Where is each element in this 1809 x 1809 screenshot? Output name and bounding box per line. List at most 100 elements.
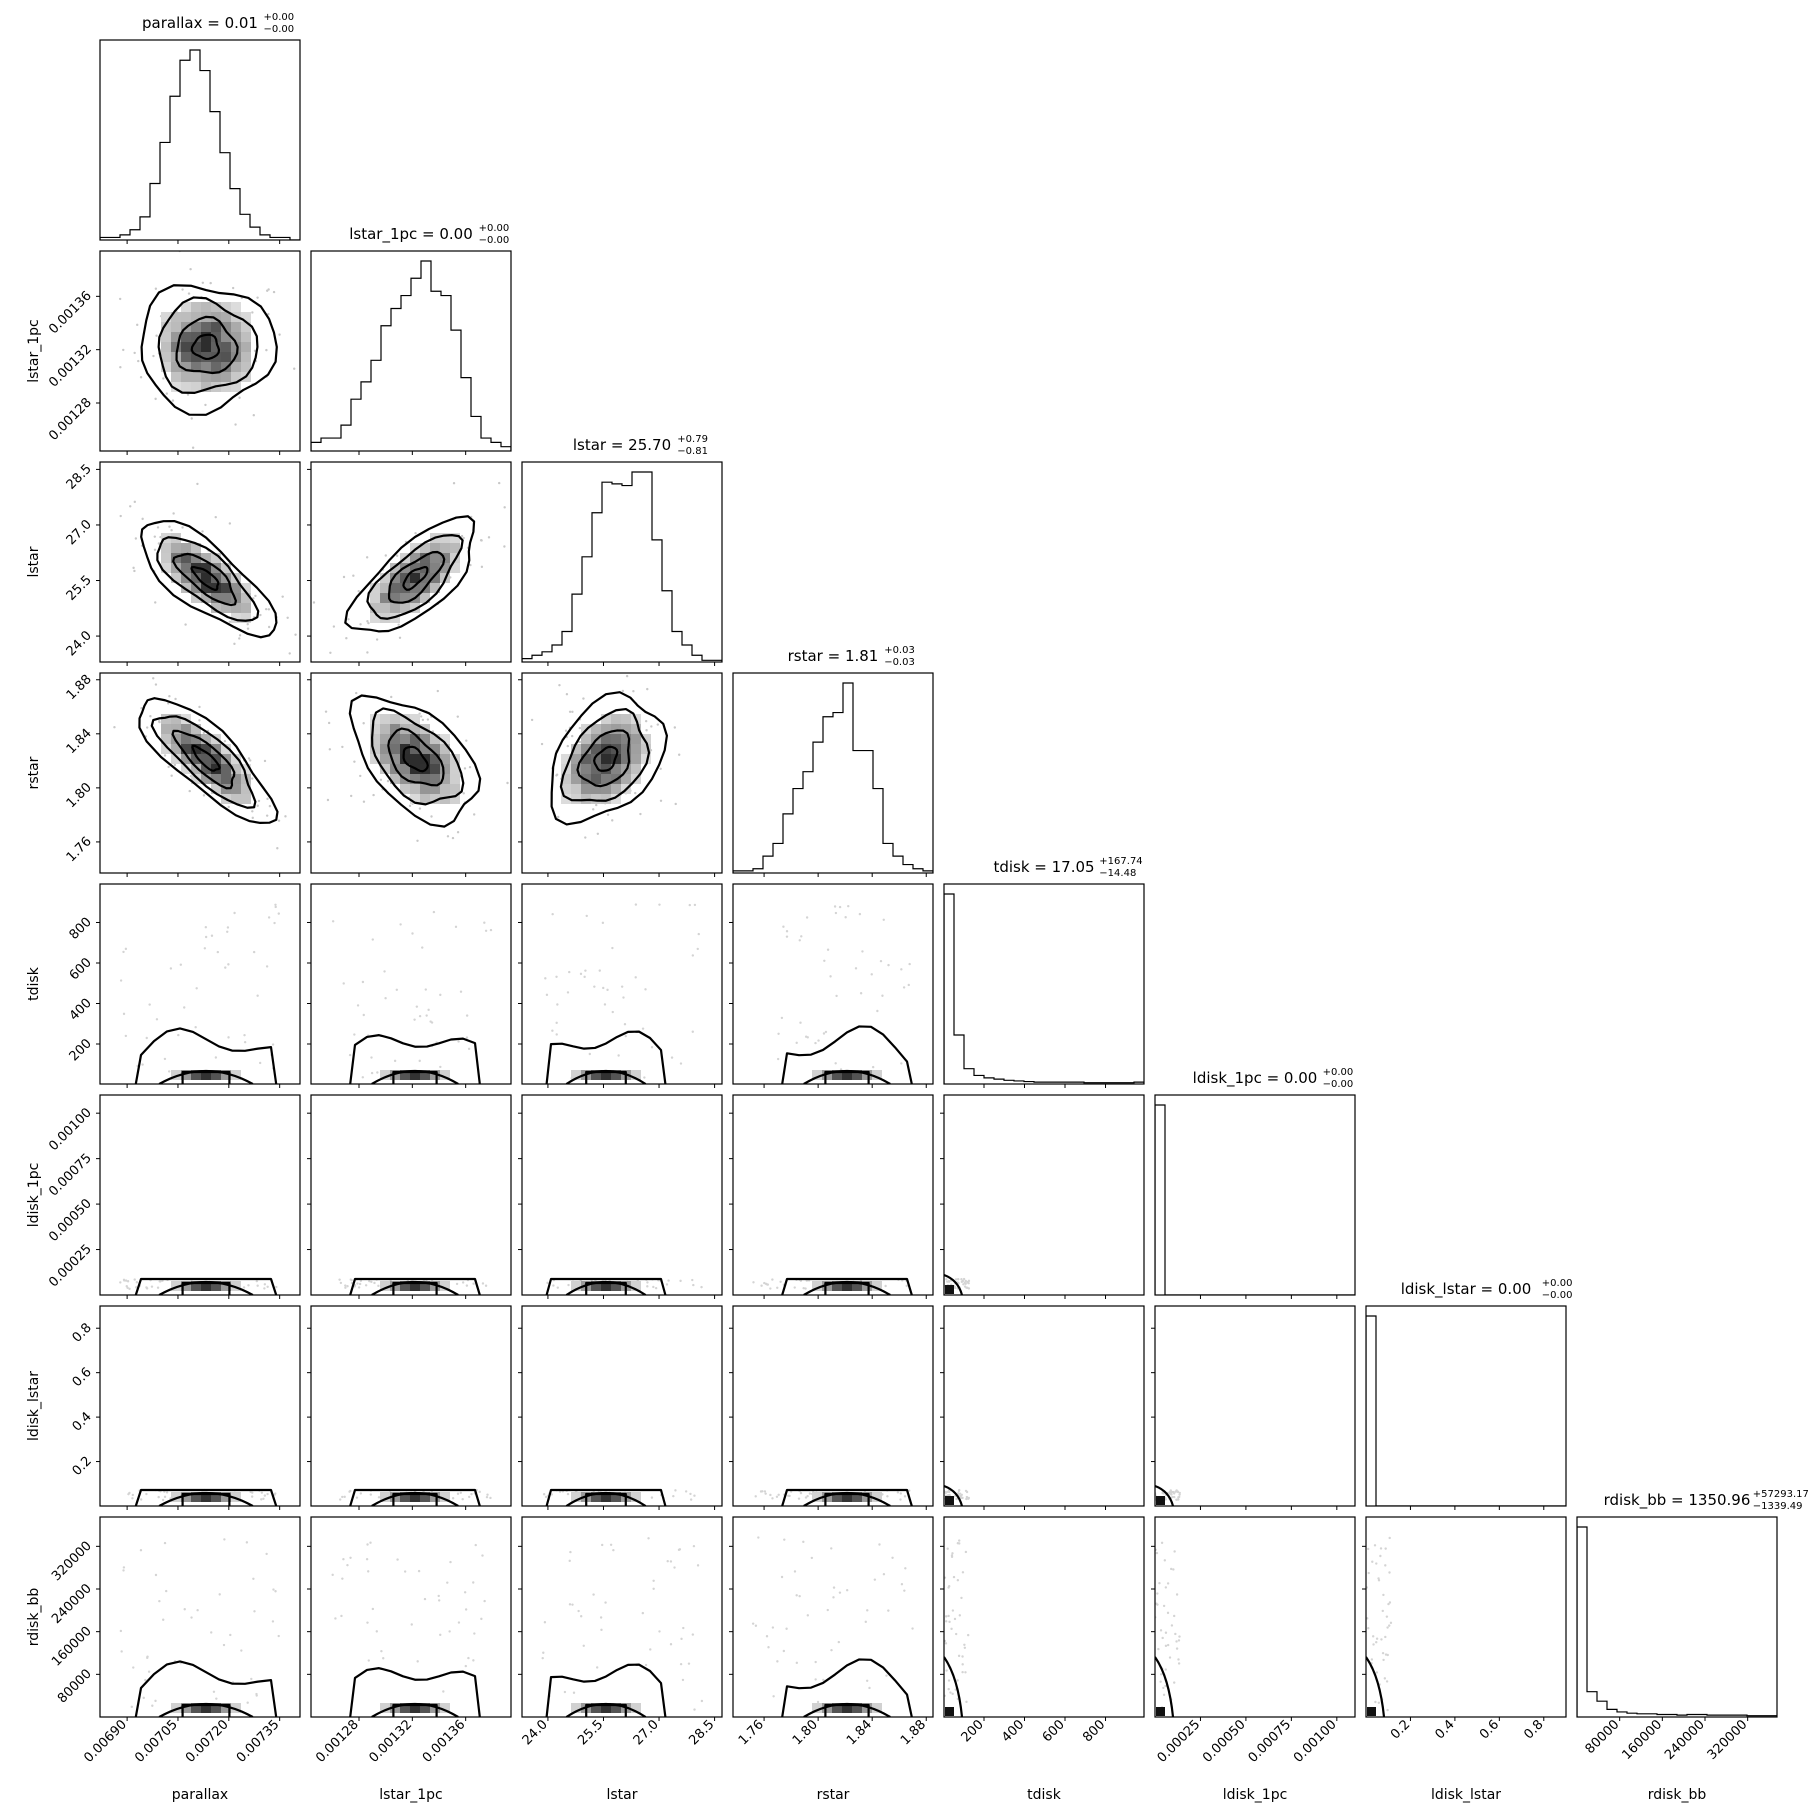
sample-point	[170, 528, 173, 532]
sample-point	[168, 525, 171, 528]
sample-point	[804, 1496, 808, 1499]
density-cell	[591, 1070, 601, 1080]
density-cell	[231, 372, 241, 382]
density-cell	[410, 553, 420, 563]
contour-level	[344, 515, 476, 633]
density-cell	[211, 593, 221, 603]
y-tick-label-lstar: 24.0	[64, 628, 95, 659]
sample-point	[956, 1679, 959, 1682]
density-cell	[380, 1492, 390, 1502]
sample-point	[834, 1062, 837, 1065]
sample-point	[246, 627, 250, 630]
sample-point	[835, 994, 838, 998]
sample-point	[277, 1634, 280, 1638]
density-cell	[241, 312, 251, 322]
density-cell	[370, 724, 380, 734]
sample-point	[255, 1694, 258, 1697]
density-cell	[241, 794, 251, 804]
contour-level	[349, 1277, 481, 1295]
density-cell	[420, 784, 430, 794]
sample-point	[948, 1490, 951, 1494]
density-cell	[211, 302, 221, 312]
sample-point	[689, 1492, 692, 1496]
sample-point	[267, 625, 271, 629]
density-cell	[832, 1281, 842, 1291]
sample-point	[276, 847, 279, 850]
sample-point	[907, 983, 910, 987]
sample-point	[582, 1644, 585, 1647]
density-cell	[842, 1281, 852, 1291]
sample-point	[253, 1610, 256, 1613]
density-cell	[221, 774, 231, 784]
sample-point	[555, 774, 558, 777]
sample-point	[960, 1278, 963, 1281]
sample-point	[1172, 1492, 1176, 1495]
sample-point	[384, 554, 387, 557]
density-cell	[221, 332, 231, 342]
sample-point	[1367, 1571, 1370, 1575]
sample-point	[962, 1277, 966, 1281]
density-cell	[231, 784, 241, 794]
sample-point	[1164, 1644, 1168, 1648]
sample-point	[782, 925, 785, 928]
contour-level	[781, 1488, 913, 1506]
x-axis-label-ldisk_lstar: ldisk_lstar	[1431, 1787, 1501, 1803]
contour-level	[585, 1070, 627, 1084]
density-cell	[591, 1703, 601, 1713]
sample-point	[582, 697, 585, 700]
sample-point	[1164, 1668, 1167, 1671]
density-cell	[211, 312, 221, 322]
sample-point	[1379, 1547, 1383, 1550]
sample-point	[829, 975, 832, 978]
sample-point	[1158, 1581, 1161, 1585]
sample-point	[465, 739, 468, 742]
sample-point	[1159, 1629, 1163, 1632]
density-cell	[862, 1492, 872, 1502]
sample-point	[191, 446, 195, 449]
sample-point	[1387, 1602, 1390, 1606]
sample-point	[349, 1489, 352, 1493]
sample-point	[154, 683, 158, 686]
sample-point	[473, 1632, 476, 1635]
sample-point	[149, 715, 152, 718]
sample-point	[251, 1491, 254, 1494]
sample-point	[904, 1567, 907, 1570]
sample-point	[460, 534, 464, 538]
density-cell	[390, 563, 400, 573]
sample-point	[837, 1640, 841, 1644]
sample-point	[331, 920, 335, 923]
sample-point	[265, 348, 268, 352]
sample-point	[799, 1021, 802, 1024]
sample-point	[380, 1649, 383, 1653]
title-sup-parallax: +0.00	[264, 12, 295, 23]
sample-point	[945, 1620, 948, 1623]
title-sub-ldisk_lstar: −0.00	[1542, 1290, 1573, 1301]
sample-point	[228, 522, 232, 525]
sample-point	[963, 1285, 967, 1288]
density-cell	[440, 543, 450, 553]
contour-level	[402, 745, 429, 773]
density-cell	[191, 332, 201, 342]
sample-point	[1162, 1604, 1166, 1608]
density-cell	[380, 583, 390, 593]
sample-point	[398, 636, 402, 640]
sample-point	[139, 1498, 143, 1501]
sample-point	[579, 972, 583, 976]
density-cell	[380, 714, 390, 724]
sample-point	[779, 1280, 782, 1283]
density-cell	[221, 744, 231, 754]
sample-point	[669, 1560, 673, 1563]
sample-point	[884, 1284, 887, 1288]
sample-point	[882, 918, 885, 921]
sample-point	[231, 286, 235, 290]
sample-point	[674, 802, 677, 806]
contour-level	[392, 1703, 438, 1717]
sample-point	[691, 954, 695, 957]
density-cell	[822, 1492, 832, 1502]
panel-tdisk-tdisk: tdisk = 17.05 +167.74−14.48	[943, 856, 1145, 1088]
sample-point	[887, 963, 890, 967]
sample-point	[124, 947, 128, 951]
sample-point	[639, 812, 642, 816]
contour-level	[134, 1027, 278, 1084]
sample-point	[359, 623, 362, 626]
